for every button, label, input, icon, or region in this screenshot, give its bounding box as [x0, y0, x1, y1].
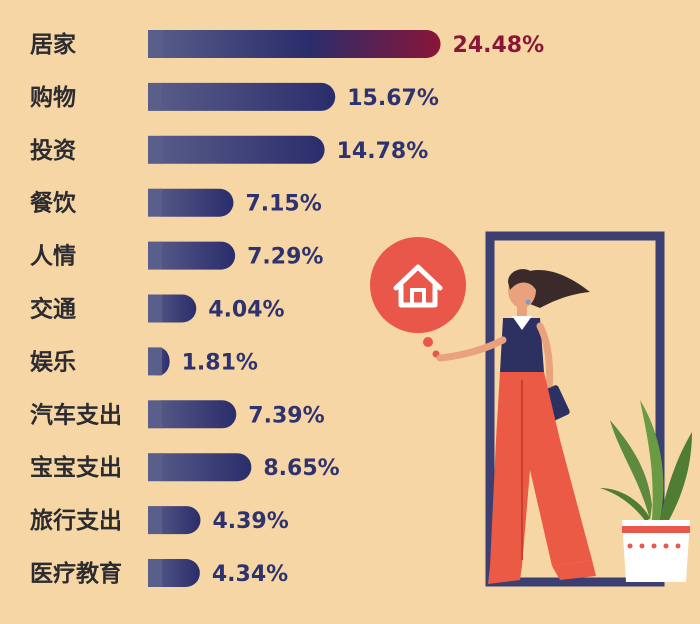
bar-left-edge — [148, 135, 162, 164]
value-label: 7.15% — [245, 192, 321, 217]
category-label: 人情 — [30, 244, 76, 270]
bar — [148, 82, 336, 111]
category-label: 交通 — [30, 296, 76, 323]
bar — [148, 30, 441, 58]
category-label: 餐饮 — [30, 190, 77, 217]
value-label: 8.65% — [263, 456, 339, 481]
value-label: 1.81% — [182, 350, 258, 375]
bar-left-edge — [148, 188, 162, 217]
value-label: 15.67% — [347, 86, 439, 111]
value-labels: 24.48% 15.67% 14.78% 7.15% 7.29% 4.04% 1.81% 7.… — [182, 33, 545, 587]
bar — [148, 241, 236, 270]
bar-left-edge — [148, 294, 162, 323]
illustration — [370, 231, 692, 587]
bar-left-edge — [148, 453, 162, 482]
category-label: 娱乐 — [30, 349, 76, 375]
bar-left-edge — [148, 82, 162, 111]
bar-left-edge — [148, 241, 162, 270]
value-label: 4.39% — [212, 509, 288, 534]
potted-plant — [600, 400, 692, 582]
value-label: 4.04% — [208, 298, 284, 323]
category-label: 汽车支出 — [30, 401, 122, 428]
door-frame — [485, 231, 665, 587]
bar-left-edge — [148, 347, 162, 376]
value-label: 7.39% — [248, 403, 324, 428]
bar-left-edge — [148, 559, 162, 587]
category-label: 宝宝支出 — [30, 454, 122, 481]
house-icon — [370, 237, 466, 358]
woman-figure — [436, 269, 596, 584]
value-label: 7.29% — [247, 245, 323, 270]
value-label: 24.48% — [453, 33, 545, 58]
bar — [148, 135, 325, 164]
category-label: 投资 — [30, 138, 76, 164]
bar — [148, 400, 237, 429]
bar-left-edge — [148, 30, 162, 58]
category-label: 购物 — [30, 84, 76, 111]
category-label: 居家 — [30, 31, 76, 58]
value-label: 4.34% — [212, 562, 288, 587]
bar — [148, 453, 252, 482]
bars — [148, 30, 441, 587]
bar-left-edge — [148, 400, 162, 429]
category-label: 旅行支出 — [30, 507, 122, 534]
bar — [148, 188, 234, 217]
value-label: 14.78% — [337, 139, 429, 164]
bar-left-edge — [148, 506, 162, 535]
category-label: 医疗教育 — [30, 560, 122, 587]
